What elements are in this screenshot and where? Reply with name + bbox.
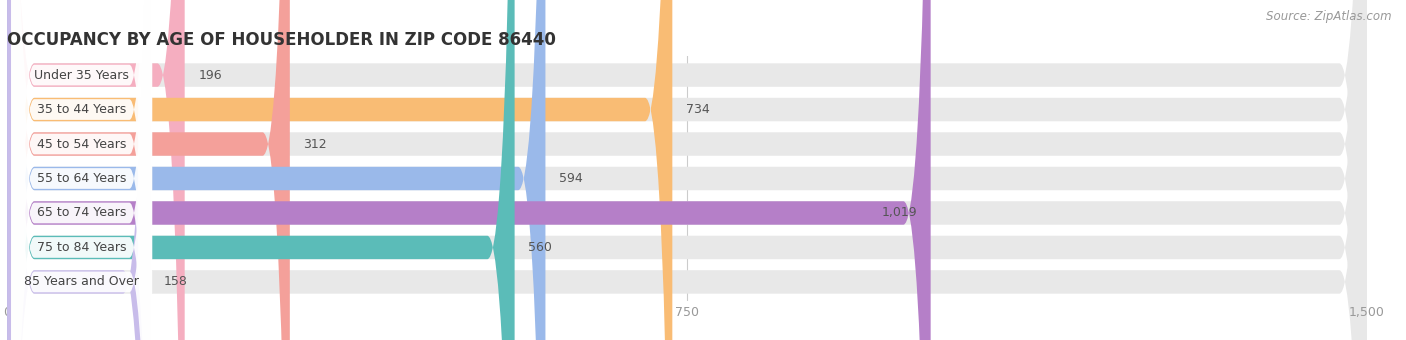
FancyBboxPatch shape [11, 0, 152, 340]
FancyBboxPatch shape [7, 0, 1367, 340]
Text: 734: 734 [686, 103, 710, 116]
Text: 55 to 64 Years: 55 to 64 Years [37, 172, 127, 185]
FancyBboxPatch shape [11, 0, 152, 340]
FancyBboxPatch shape [7, 0, 1367, 340]
FancyBboxPatch shape [7, 0, 1367, 340]
Text: 1,019: 1,019 [882, 206, 917, 220]
FancyBboxPatch shape [7, 0, 1367, 340]
Text: 85 Years and Over: 85 Years and Over [24, 275, 139, 288]
FancyBboxPatch shape [11, 0, 152, 340]
Text: Under 35 Years: Under 35 Years [34, 69, 129, 82]
FancyBboxPatch shape [7, 0, 931, 340]
Text: 35 to 44 Years: 35 to 44 Years [37, 103, 127, 116]
FancyBboxPatch shape [11, 0, 152, 340]
FancyBboxPatch shape [7, 0, 1367, 340]
Text: 65 to 74 Years: 65 to 74 Years [37, 206, 127, 220]
FancyBboxPatch shape [7, 0, 515, 340]
Text: 312: 312 [304, 137, 328, 151]
Text: 196: 196 [198, 69, 222, 82]
Text: 560: 560 [529, 241, 553, 254]
FancyBboxPatch shape [7, 0, 150, 340]
FancyBboxPatch shape [7, 0, 1367, 340]
Text: Source: ZipAtlas.com: Source: ZipAtlas.com [1267, 10, 1392, 23]
FancyBboxPatch shape [11, 0, 152, 340]
FancyBboxPatch shape [7, 0, 546, 340]
Text: OCCUPANCY BY AGE OF HOUSEHOLDER IN ZIP CODE 86440: OCCUPANCY BY AGE OF HOUSEHOLDER IN ZIP C… [7, 31, 555, 49]
FancyBboxPatch shape [7, 0, 672, 340]
FancyBboxPatch shape [7, 0, 184, 340]
FancyBboxPatch shape [7, 0, 1367, 340]
Text: 45 to 54 Years: 45 to 54 Years [37, 137, 127, 151]
FancyBboxPatch shape [11, 0, 152, 340]
Text: 594: 594 [560, 172, 582, 185]
Text: 158: 158 [165, 275, 188, 288]
FancyBboxPatch shape [7, 0, 290, 340]
FancyBboxPatch shape [11, 0, 152, 340]
Text: 75 to 84 Years: 75 to 84 Years [37, 241, 127, 254]
